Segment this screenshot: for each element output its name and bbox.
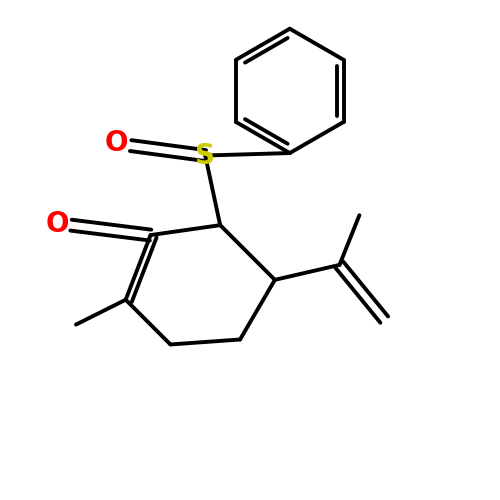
Text: O: O (46, 210, 69, 238)
Text: S: S (195, 142, 215, 170)
Text: O: O (105, 129, 128, 157)
